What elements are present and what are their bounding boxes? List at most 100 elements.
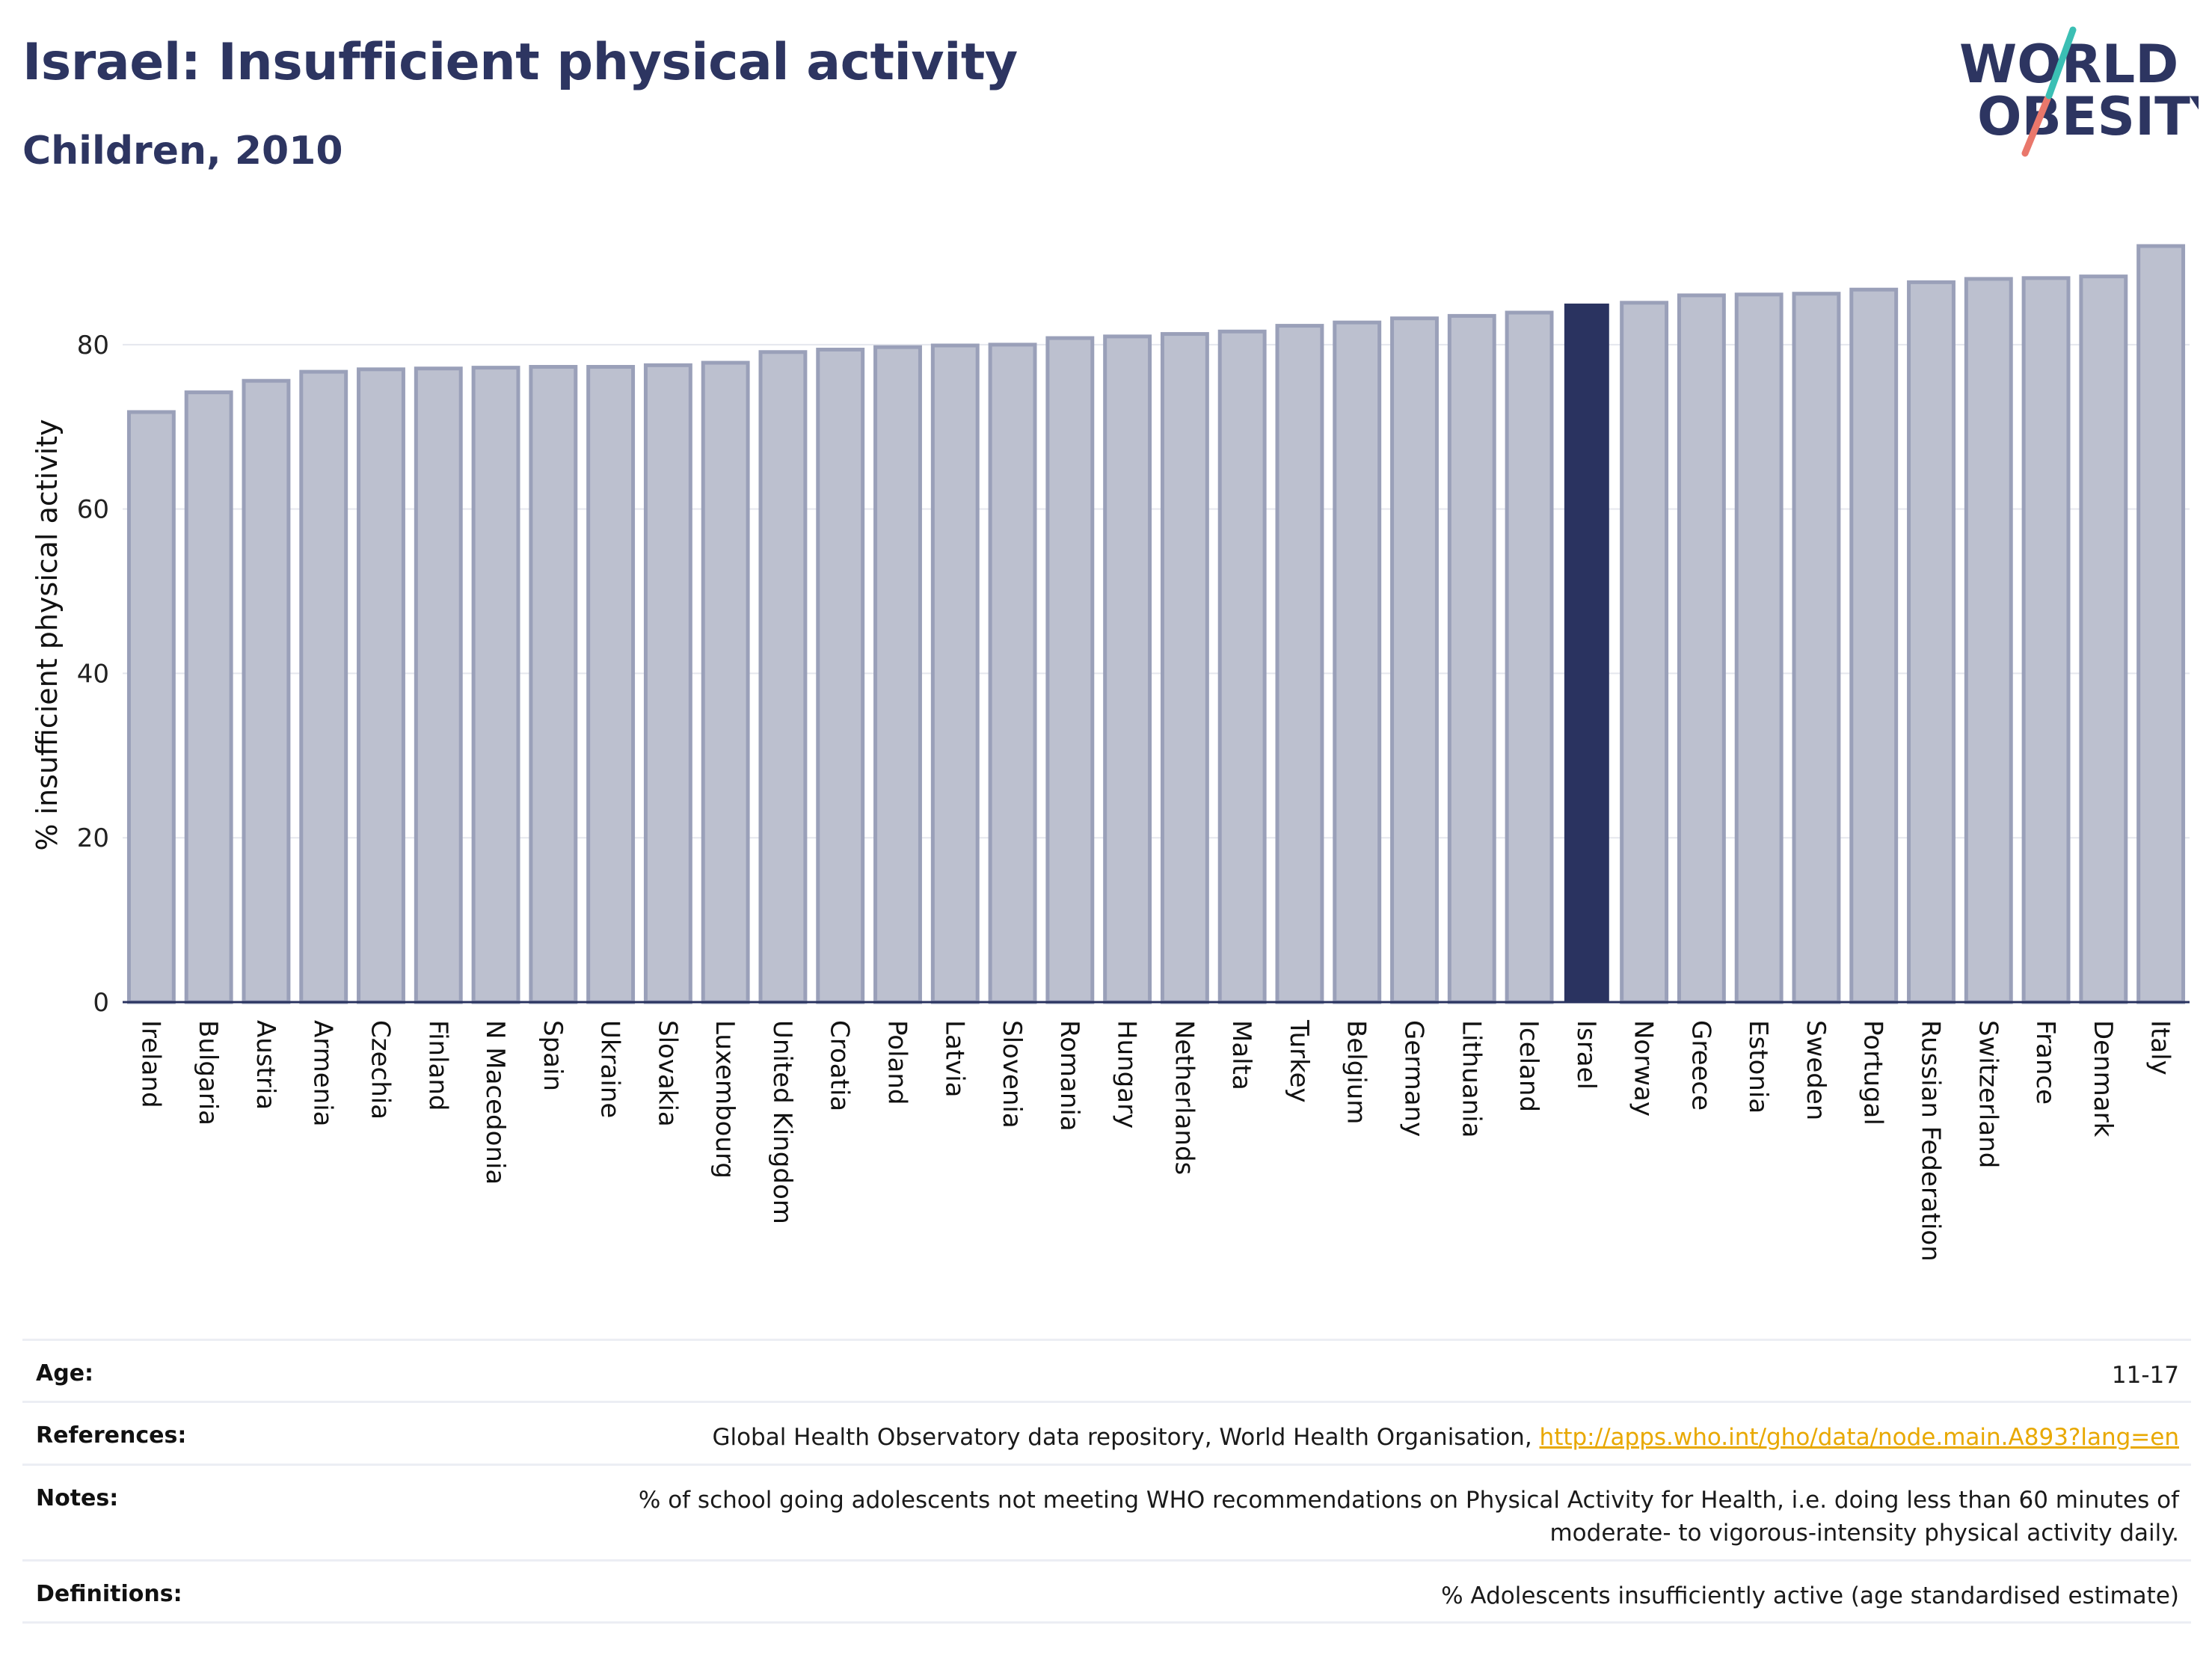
definitions-value: % Adolescents insufficiently active (age… [1441, 1582, 2179, 1609]
page-subtitle: Children, 2010 [22, 129, 343, 174]
x-tick-label: Poland [882, 1020, 912, 1105]
x-tick-label: Ireland [135, 1020, 165, 1108]
x-tick-label: Bulgaria [193, 1020, 223, 1126]
bar [414, 366, 463, 1004]
x-tick-label: Lithuania [1456, 1020, 1486, 1137]
references-text: Global Health Observatory data repositor… [712, 1424, 1540, 1451]
bar [988, 343, 1037, 1004]
x-tick-label: Belgium [1342, 1020, 1371, 1124]
references-link[interactable]: http://apps.who.int/gho/data/node.main.A… [1539, 1424, 2179, 1451]
bar [299, 369, 348, 1004]
info-table: Age: 11-17 References: Global Health Obs… [22, 1339, 2191, 1624]
bar [357, 367, 405, 1004]
notes-label: Notes: [36, 1485, 119, 1511]
x-tick-label: Iceland [1514, 1020, 1543, 1112]
y-tick-label: 40 [77, 659, 109, 689]
bar [1907, 280, 1956, 1004]
bar [1275, 324, 1324, 1004]
bar [1620, 301, 1669, 1004]
bar [1390, 316, 1439, 1004]
bar [529, 365, 578, 1004]
x-tick-label: Slovakia [652, 1020, 682, 1127]
bar [471, 366, 520, 1004]
world-obesity-logo: WORLD OBESITY [1959, 26, 2199, 157]
x-tick-label: Slovenia [997, 1020, 1027, 1129]
x-tick-label: Finland [423, 1020, 452, 1111]
bar [643, 363, 692, 1004]
x-tick-label: Armenia [308, 1020, 338, 1127]
notes-line1: % of school going adolescents not meetin… [638, 1487, 2179, 1514]
bar [242, 378, 291, 1004]
bar [1734, 292, 1784, 1004]
bar-chart: 0 20 40 60 80 Ireland Bulgaria Austria Armenia Cz… [31, 244, 2190, 1262]
x-tick-label: Germany [1399, 1020, 1429, 1137]
x-tick-label: Italy [2145, 1020, 2175, 1075]
bar [184, 390, 233, 1004]
y-axis-label: % insufficient physical activity [31, 419, 64, 850]
bar [1849, 287, 1899, 1004]
x-tick-label: Switzerland [1973, 1020, 2003, 1168]
info-row-definitions: Definitions: % Adolescents insufficientl… [22, 1559, 2191, 1624]
bar [701, 360, 750, 1004]
x-tick-label: Croatia [825, 1020, 855, 1111]
info-row-age: Age: 11-17 [22, 1339, 2191, 1401]
info-row-references: References: Global Health Observatory da… [22, 1401, 2191, 1464]
bar [1160, 332, 1209, 1004]
y-tick-label: 0 [93, 988, 109, 1018]
y-tick-label: 20 [77, 823, 109, 853]
x-tick-label: Spain [538, 1020, 568, 1091]
info-row-notes: Notes: % of school going adolescents not… [22, 1464, 2191, 1559]
notes-line2: moderate- to vigorous-intensity physical… [1549, 1520, 2179, 1547]
definitions-label: Definitions: [36, 1581, 182, 1607]
x-tick-label: Luxembourg [710, 1020, 740, 1179]
x-tick-label: Austria [251, 1020, 280, 1110]
x-tick-label: Ukraine [595, 1020, 625, 1118]
notes-value: % of school going adolescents not meetin… [639, 1466, 2191, 1550]
age-value: 11-17 [2111, 1362, 2179, 1389]
x-tick-label: Netherlands [1169, 1020, 1199, 1175]
bar [1447, 313, 1496, 1004]
bar [930, 343, 980, 1004]
bar [1045, 336, 1095, 1004]
bar [1103, 334, 1152, 1004]
bar [126, 410, 176, 1004]
bar [1217, 329, 1267, 1004]
y-tick-label: 60 [77, 495, 109, 525]
bar [1792, 292, 1841, 1004]
x-tick-label: Russian Federation [1916, 1020, 1946, 1262]
x-tick-label: Portugal [1858, 1020, 1888, 1126]
references-label: References: [36, 1422, 187, 1449]
bar [586, 365, 636, 1004]
x-tick-label: Romania [1054, 1020, 1084, 1132]
x-tick-label: Czechia [366, 1020, 396, 1120]
bar [1964, 277, 2013, 1004]
y-tick-label: 80 [77, 331, 109, 360]
logo-line2: OBESITY [1977, 86, 2199, 147]
x-tick-label: Latvia [939, 1020, 969, 1098]
x-tick-label: Denmark [2088, 1020, 2118, 1137]
x-tick-label: United Kingdom [767, 1020, 797, 1224]
bar [816, 347, 865, 1004]
age-label: Age: [36, 1360, 94, 1387]
bar [873, 345, 922, 1004]
bar [1505, 310, 1554, 1004]
x-tick-label: Malta [1226, 1020, 1256, 1090]
x-tick-label: Greece [1686, 1020, 1715, 1111]
x-tick-label: Israel [1571, 1020, 1601, 1090]
bar [2136, 244, 2186, 1004]
x-tick-label: France [2030, 1020, 2060, 1105]
bar [1333, 320, 1382, 1004]
bar [2021, 276, 2071, 1004]
x-tick-label: N Macedonia [480, 1020, 510, 1185]
bar [1564, 303, 1609, 1003]
bar [1677, 293, 1726, 1004]
x-tick-label: Norway [1629, 1020, 1659, 1117]
bar [2079, 274, 2128, 1004]
x-tick-label: Sweden [1801, 1020, 1831, 1120]
x-tick-label: Turkey [1284, 1019, 1314, 1103]
page-title: Israel: Insufficient physical activity [22, 33, 1018, 92]
x-tick-label: Estonia [1743, 1020, 1773, 1114]
bar [758, 350, 808, 1004]
x-tick-label: Hungary [1112, 1020, 1142, 1129]
references-value: Global Health Observatory data repositor… [712, 1403, 2191, 1454]
